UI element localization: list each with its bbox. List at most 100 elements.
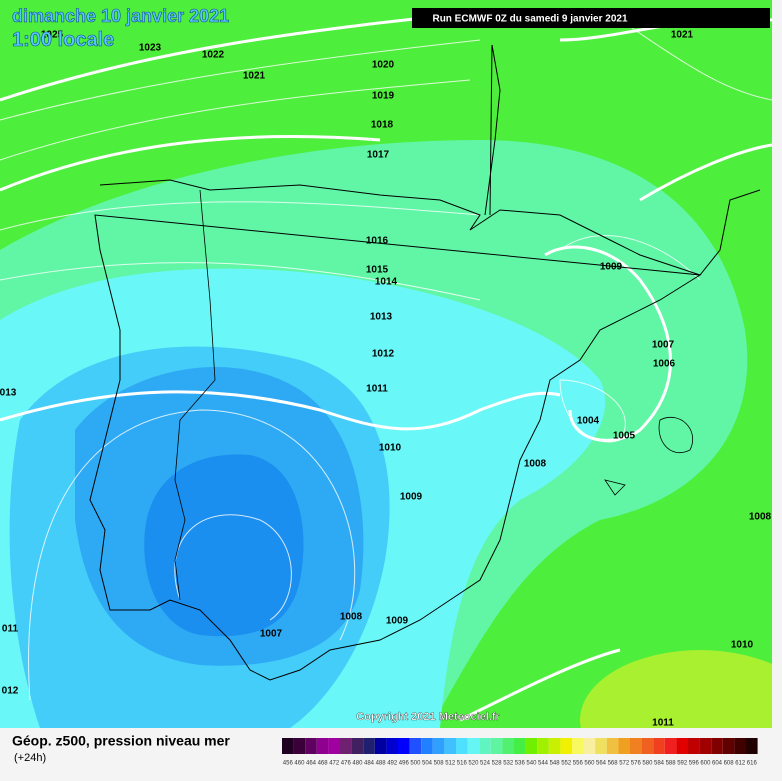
colorbar-label: 488	[376, 761, 387, 767]
colorbar-swatch	[572, 738, 584, 754]
colorbar-swatch	[525, 738, 538, 754]
colorbar-label: 472	[329, 761, 340, 767]
isobar-label: 1025	[41, 30, 64, 41]
colorbar-label: 496	[399, 761, 410, 767]
colorbar-swatch	[664, 738, 677, 754]
colorbar-swatch	[618, 738, 630, 754]
colorbar-swatch	[363, 738, 375, 754]
colorbar-label: 608	[724, 761, 735, 767]
colorbar-label: 508	[434, 761, 445, 767]
colorbar-swatch	[688, 738, 700, 754]
footer-lead: (+24h)	[14, 752, 46, 764]
isobar-label: 1011	[366, 384, 388, 395]
colorbar-swatch	[537, 738, 549, 754]
colorbar-label: 476	[341, 761, 352, 767]
isobar-label: 1020	[372, 60, 395, 71]
colorbar-label: 548	[550, 761, 561, 767]
isobar-labels: 1025 1023 1022 1021 1020 1019 1018 1017 1016 1015…	[0, 30, 772, 729]
colorbar-swatch	[351, 738, 364, 754]
isobar-label: 011	[2, 624, 19, 635]
coastline	[89, 44, 761, 681]
colorbar-label: 584	[654, 761, 665, 767]
colorbar-swatch	[722, 738, 735, 754]
colorbar-label: 532	[503, 761, 514, 767]
footer-title: Géop. z500, pression niveau mer	[12, 733, 230, 749]
isobar-label: 1009	[400, 492, 423, 503]
colorbar-swatch	[583, 738, 596, 754]
colorbar-label: 528	[492, 761, 503, 767]
colorbar-swatch	[560, 738, 572, 754]
colorbar-swatch	[421, 738, 433, 754]
colorbar-label: 524	[480, 761, 491, 767]
colorbar-label: 480	[352, 761, 363, 767]
colorbar-swatch	[444, 738, 456, 754]
isobar-label: 1014	[375, 277, 398, 288]
footer	[0, 729, 782, 781]
copyright: Copyright 2021 Meteociel.fr	[356, 711, 500, 723]
isobar-label: 1009	[600, 262, 623, 273]
colorbar-label: 596	[689, 761, 700, 767]
colorbar-label: 556	[573, 761, 584, 767]
isobar-label: 1022	[202, 50, 225, 61]
isobar-label: 1016	[366, 236, 389, 247]
colorbar-label: 516	[457, 761, 468, 767]
isobar-label: 1009	[386, 616, 409, 627]
isobar-label: 1017	[367, 150, 390, 161]
colorbar-swatch	[514, 738, 526, 754]
colorbar-swatch	[676, 738, 688, 754]
isobar-label: 1021	[671, 30, 694, 41]
colorbar-swatch	[653, 738, 665, 754]
colorbar-swatch	[305, 738, 317, 754]
colorbar-label: 576	[631, 761, 642, 767]
isobar-label: 1010	[731, 640, 754, 651]
isobar-label: 1011	[652, 718, 674, 729]
isobar-label: 1023	[139, 43, 162, 54]
isobar-label: 1004	[577, 416, 600, 427]
colorbar-swatch	[595, 738, 607, 754]
colorbar-swatch	[630, 738, 642, 754]
colorbar-swatch	[746, 738, 758, 754]
colorbar-label: 612	[735, 761, 746, 767]
colorbar-swatch	[467, 738, 480, 754]
colorbar-swatch	[548, 738, 561, 754]
colorbar-label: 588	[666, 761, 677, 767]
colorbar-swatch	[398, 738, 410, 754]
colorbar-swatch	[479, 738, 491, 754]
borders	[174, 189, 693, 601]
isobar-label: 1007	[652, 340, 675, 351]
isobar-label: 1008	[340, 612, 363, 623]
colorbar-label: 564	[596, 761, 607, 767]
colorbar-swatch	[374, 738, 387, 754]
colorbar-swatch	[340, 738, 352, 754]
colorbar-swatch	[711, 738, 723, 754]
run-box	[412, 8, 770, 28]
colorbar-label: 572	[619, 761, 630, 767]
colorbar-label: 492	[387, 761, 398, 767]
colorbar-label: 484	[364, 761, 375, 767]
colorbar-label: 616	[747, 761, 758, 767]
isobar-label: 013	[0, 388, 17, 399]
isobar-label: 1008	[524, 459, 547, 470]
colorbar: 456 460 464 468 472 476 480 484 488 492 496 500 504 5…	[282, 738, 758, 767]
colorbar-label: 460	[294, 761, 305, 767]
field-deep-blue	[144, 454, 304, 637]
colorbar-swatch	[316, 738, 329, 754]
colorbar-label: 464	[306, 761, 317, 767]
isobar-label: 1007	[260, 629, 283, 640]
colorbar-label: 536	[515, 761, 526, 767]
colorbar-label: 544	[538, 761, 549, 767]
isobar-label: 1013	[370, 312, 393, 323]
isobar-label: 1006	[653, 359, 676, 370]
colorbar-label: 600	[700, 761, 711, 767]
colorbar-swatch	[282, 738, 294, 754]
colorbar-swatch	[409, 738, 422, 754]
colorbar-swatch	[490, 738, 503, 754]
colorbar-label: 604	[712, 761, 723, 767]
time-title: 1:00 locale	[12, 29, 114, 51]
colorbar-swatch	[699, 738, 712, 754]
isobar-label: 1019	[372, 91, 395, 102]
isobar-label: 1012	[372, 349, 395, 360]
